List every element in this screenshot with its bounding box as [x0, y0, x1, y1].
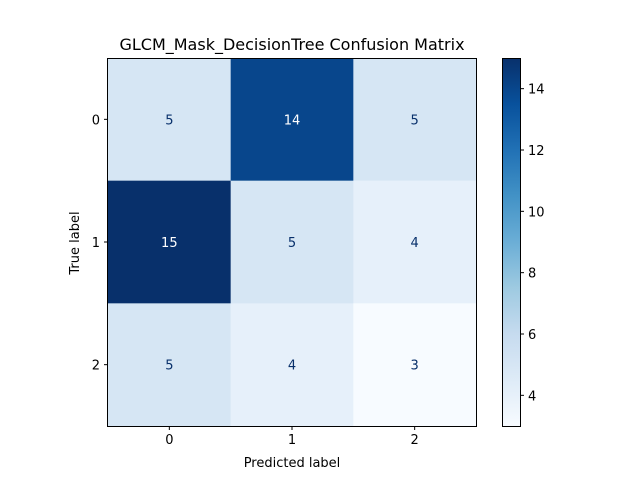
heatmap-cell-r2-c2: [353, 303, 477, 427]
heatmap-cell-r0-c0: [108, 58, 232, 182]
colorbar-tick-label: 10: [528, 205, 545, 220]
heatmap-cell-labels: 5 14 5 15 5 4 5 4 3: [161, 113, 419, 373]
x-tick-label: 1: [288, 433, 296, 448]
heatmap-cell-r0-c1: [230, 58, 354, 182]
cell-value-label: 5: [288, 236, 296, 251]
x-axis-label: Predicted label: [244, 456, 341, 471]
y-axis-ticks: 0 1 2: [92, 113, 108, 374]
colorbar-frame: [502, 58, 521, 427]
heatmap-cell-r1-c1: [230, 180, 354, 304]
heatmap-cell-r2-c0: [108, 303, 232, 427]
x-tick-label: 2: [411, 433, 419, 448]
chart-title: GLCM_Mask_DecisionTree Confusion Matrix: [119, 35, 464, 55]
colorbar-tick-label: 6: [528, 328, 536, 343]
colorbar-gradient: [502, 58, 520, 426]
heatmap-cell-r1-c2: [353, 180, 477, 304]
cell-value-label: 15: [161, 236, 178, 251]
colorbar: 4 6 8 10 12 14: [502, 58, 545, 427]
colorbar-tick-label: 4: [528, 389, 536, 404]
colorbar-tick-label: 8: [528, 267, 536, 282]
cell-value-label: 14: [284, 113, 301, 128]
cell-value-label: 5: [165, 113, 173, 128]
heatmap-cell-r1-c0: [108, 180, 232, 304]
colorbar-tick-label: 12: [528, 144, 545, 159]
y-axis-label: True label: [68, 211, 83, 275]
y-tick-label: 0: [92, 113, 100, 128]
x-axis-ticks: 0 1 2: [165, 426, 419, 448]
cell-value-label: 4: [411, 236, 419, 251]
cell-value-label: 3: [411, 359, 419, 374]
colorbar-tick-label: 14: [528, 83, 545, 98]
colorbar-ticks: 4 6 8 10 12 14: [520, 83, 545, 404]
y-tick-label: 2: [92, 359, 100, 374]
x-tick-label: 0: [165, 433, 173, 448]
heatmap-cell-r0-c2: [353, 58, 477, 182]
cell-value-label: 5: [165, 359, 173, 374]
y-tick-label: 1: [92, 236, 100, 251]
cell-value-label: 5: [411, 113, 419, 128]
cell-value-label: 4: [288, 359, 296, 374]
heatmap-cell-r2-c1: [230, 303, 354, 427]
heatmap-cells: [108, 58, 477, 427]
